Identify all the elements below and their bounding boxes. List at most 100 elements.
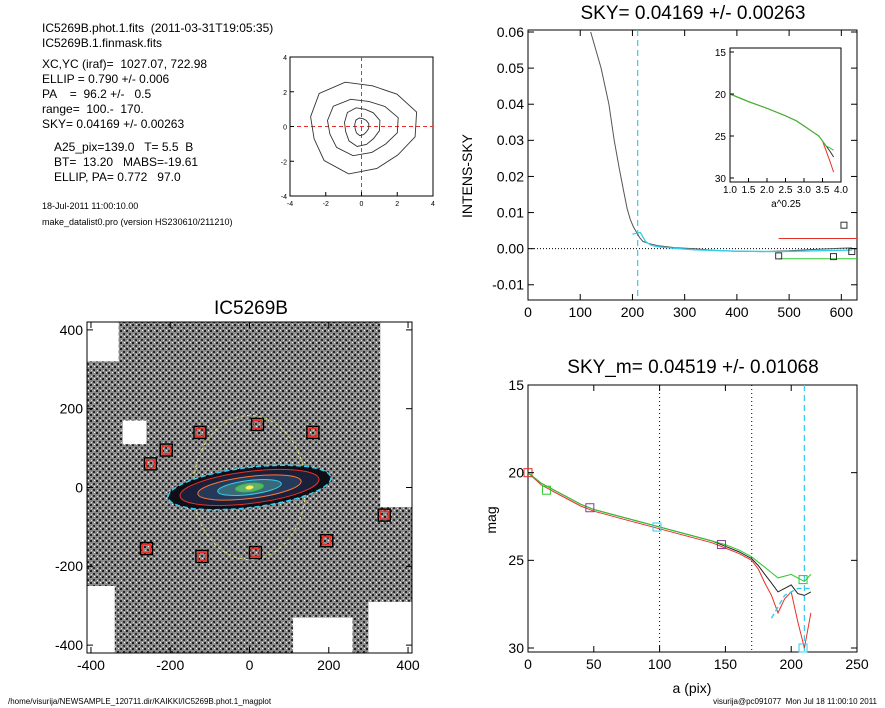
sky-x-tick-label: 200: [621, 304, 645, 320]
masked-region: [87, 322, 119, 362]
mag-y-tick-label: 20: [508, 465, 524, 481]
inset-x-tick-label: 4.0: [834, 185, 848, 196]
contour-line: [344, 107, 381, 147]
mag-square-marker: [798, 643, 808, 653]
contour-y-tick-label: 4: [283, 55, 287, 62]
mag-square-marker: [798, 575, 808, 585]
masked-region: [293, 617, 353, 653]
sky-y-tick-label: 0.03: [497, 132, 524, 148]
star-mask-box: [143, 457, 158, 471]
contour-line: [310, 81, 418, 175]
star-mask-box: [322, 535, 332, 546]
mag-x-tick-label: 50: [586, 656, 602, 672]
contour-line: [354, 117, 370, 137]
y-axis-label: INTENS-SKY: [459, 133, 475, 218]
header-line: ELLIP, PA= 0.772 97.0: [54, 170, 181, 184]
star-mask-box: [250, 417, 265, 432]
chart-title: SKY_m= 0.04519 +/- 0.01068: [567, 357, 818, 378]
star-mask-box: [250, 547, 261, 558]
mag-x-tick-label: 250: [845, 656, 869, 672]
inset-x-tick-label: 3.0: [797, 185, 811, 196]
image-x-tick-label: -200: [156, 657, 184, 673]
mag-square-marker: [541, 485, 551, 495]
chart-title: SKY= 0.04169 +/- 0.00263: [580, 3, 805, 24]
sky-y-tick-label: 0.06: [497, 24, 524, 40]
star-mask-box: [195, 549, 209, 564]
image-y-tick-label: -400: [55, 637, 83, 653]
star-mask-box: [161, 445, 171, 455]
galaxy-center: [245, 485, 254, 490]
star-mask-box: [193, 425, 207, 440]
contour-x-tick-label: 0: [360, 201, 364, 208]
mag-square-marker: [585, 503, 595, 513]
footer-user: visurija@pc091077 Mon Jul 18 11:00:10 20…: [713, 697, 877, 706]
date-line: 18-Jul-2011 11:00:10.00: [42, 201, 139, 211]
profile-line-cyan: [632, 231, 852, 253]
star-mask-box: [248, 545, 263, 560]
star-mask-box: [379, 510, 389, 520]
image-x-tick-label: 0: [246, 657, 254, 673]
mag-square-marker: [716, 540, 726, 550]
header-line: range= 100.- 170.: [42, 102, 144, 116]
contour-y-tick-label: -2: [281, 159, 287, 166]
contour-x-tick-label: -4: [287, 201, 293, 208]
star-mask-box: [195, 427, 205, 438]
sky-x-tick-label: 500: [777, 304, 801, 320]
mag-y-tick-label: 30: [508, 640, 524, 656]
star-mask-box: [159, 443, 173, 457]
inset-y-tick-label: 20: [715, 90, 727, 101]
contour-y-tick-label: -4: [281, 194, 287, 201]
image-y-tick-label: 0: [75, 479, 83, 495]
mag-y-tick-label: 25: [508, 552, 524, 568]
inset-x-tick-label: 1.5: [742, 185, 756, 196]
sky-x-tick-label: 400: [725, 304, 749, 320]
sky-x-tick-label: 600: [830, 304, 854, 320]
galaxy-disk: [167, 464, 332, 511]
contour-y-tick-label: 2: [283, 90, 287, 97]
inset-y-tick-label: 30: [715, 174, 727, 185]
image-y-tick-label: 400: [60, 322, 84, 338]
star-mask-box: [308, 427, 318, 438]
sky-square-marker: [830, 253, 837, 261]
star-mask-box: [306, 425, 320, 440]
masked-region: [368, 601, 412, 653]
sky-x-tick-label: 0: [524, 304, 532, 320]
image-x-tick-label: -400: [77, 657, 105, 673]
mag-x-tick-label: 200: [780, 656, 804, 672]
mag-profile-line: [527, 472, 812, 596]
sky-plot-frame: [527, 29, 858, 301]
sky-x-tick-label: 300: [673, 304, 697, 320]
inset-x-tick-label: 2.0: [760, 185, 774, 196]
x-axis-label: a (pix): [673, 680, 712, 696]
mag-profile-line: [527, 472, 812, 649]
mag-plot-frame: [527, 384, 858, 653]
sky-y-tick-label: 0.04: [497, 96, 524, 112]
masked-region: [122, 420, 147, 445]
sky-y-tick-label: 0.02: [497, 168, 524, 184]
inset-line-green: [729, 93, 834, 151]
header-line: PA = 96.2 +/- 0.5: [42, 87, 152, 101]
header-line: BT= 13.20 MABS=-19.61: [54, 155, 199, 169]
star-mask-box: [197, 551, 207, 562]
inset-y-tick-label: 25: [715, 132, 727, 143]
mag-x-tick-label: 0: [524, 656, 532, 672]
inset-y-tick-label: 15: [715, 48, 727, 59]
image-y-tick-label: 200: [60, 401, 84, 417]
mag-y-tick-label: 15: [508, 377, 524, 393]
y-axis-label: mag: [483, 506, 499, 533]
mag-profile-line: [527, 472, 812, 583]
star-mask-box: [141, 543, 152, 554]
chart-title: IC5269B: [214, 298, 288, 319]
inset-x-tick-label: 2.5: [779, 185, 793, 196]
header-line: XC,YC (iraf)= 1027.07, 722.98: [42, 57, 208, 71]
image-y-tick-label: -200: [55, 558, 83, 574]
sky-y-tick-label: -0.01: [492, 277, 524, 293]
masked-region: [87, 586, 115, 653]
inset-frame: [729, 47, 842, 183]
sky-y-tick-label: 0.00: [497, 241, 524, 257]
mag-profile-cyan: [770, 587, 811, 619]
contour-y-tick-label: 0: [283, 125, 287, 132]
mag-x-tick-label: 100: [648, 656, 672, 672]
sky-y-tick-label: 0.01: [497, 204, 524, 220]
